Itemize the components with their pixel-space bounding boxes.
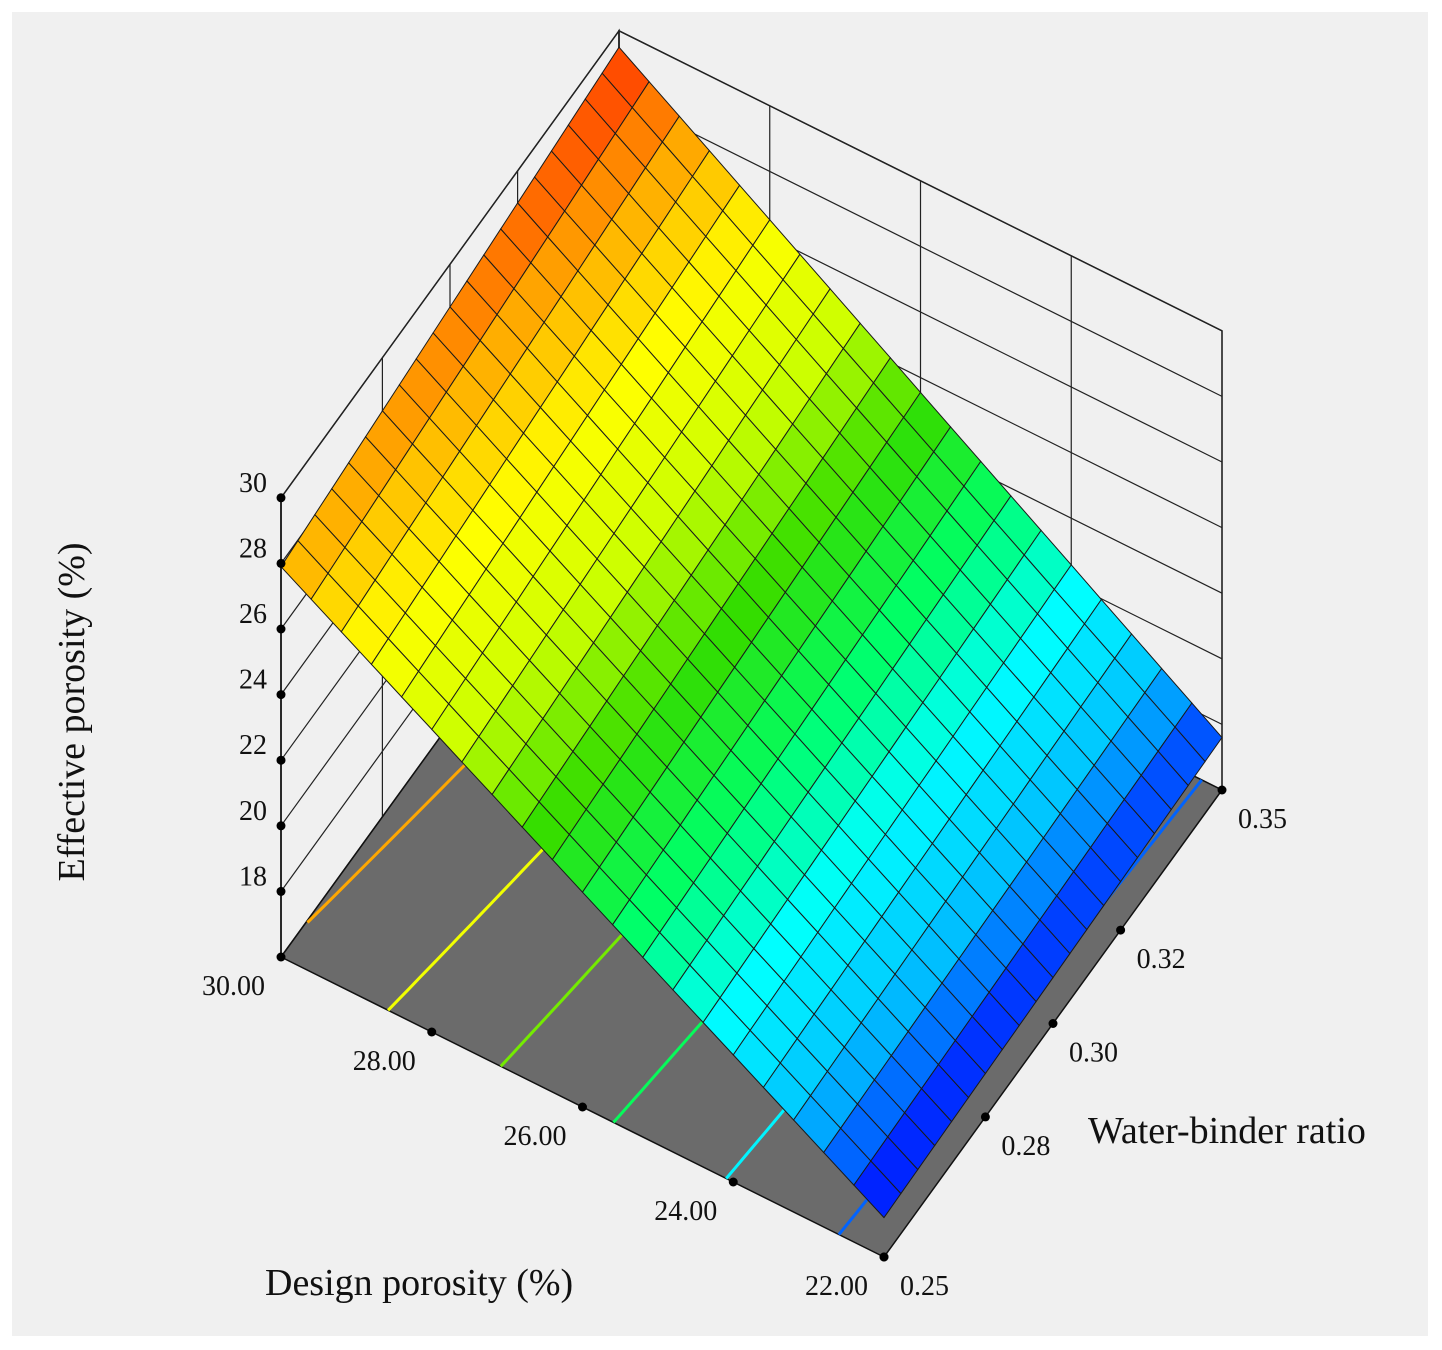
y-tick-label: 0.32 xyxy=(1137,944,1186,975)
y-tick xyxy=(980,1112,990,1122)
x-tick-label: 22.00 xyxy=(805,1271,868,1302)
z-tick xyxy=(276,493,286,503)
y-tick xyxy=(1217,785,1227,795)
z-tick-label: 30 xyxy=(239,468,267,499)
y-tick-label: 0.28 xyxy=(1001,1131,1050,1162)
x-tick xyxy=(427,1027,437,1037)
y-tick-label: 0.30 xyxy=(1069,1038,1118,1069)
y-tick xyxy=(1116,925,1126,935)
z-tick xyxy=(276,558,286,568)
x-tick-label: 26.00 xyxy=(504,1121,567,1152)
z-tick-label: 20 xyxy=(239,796,267,827)
z-tick-label: 18 xyxy=(239,861,267,892)
x-tick-label: 24.00 xyxy=(654,1196,717,1227)
z-tick-label: 28 xyxy=(239,533,267,564)
z-tick-label: 22 xyxy=(239,730,267,761)
response-surface xyxy=(280,46,1223,1219)
x-tick xyxy=(578,1102,587,1112)
x-tick-label: 28.00 xyxy=(353,1046,416,1077)
y-tick-label: 0.35 xyxy=(1238,804,1287,835)
z-axis-label: Effective porosity (%) xyxy=(51,542,93,881)
y-axis-label: Water-binder ratio xyxy=(1088,1110,1366,1152)
surface-cell xyxy=(853,1160,902,1219)
x-tick xyxy=(276,952,286,962)
ticks: 18 20 22 24 26 28 30 22.00 24.00 26.00 28.00 30.00 0… xyxy=(202,468,1287,1302)
x-tick-label: 30.00 xyxy=(202,971,265,1002)
x-axis-label: Design porosity (%) xyxy=(265,1262,573,1304)
z-tick xyxy=(276,821,286,831)
z-tick-label: 26 xyxy=(239,599,267,630)
z-tick-label: 24 xyxy=(239,665,267,696)
z-tick xyxy=(276,690,286,700)
z-tick xyxy=(276,886,286,896)
x-tick xyxy=(728,1177,738,1187)
z-tick xyxy=(276,624,286,634)
z-tick xyxy=(276,755,286,765)
y-tick xyxy=(1048,1019,1058,1028)
y-tick xyxy=(879,1252,889,1262)
y-tick-label: 0.25 xyxy=(900,1271,949,1302)
